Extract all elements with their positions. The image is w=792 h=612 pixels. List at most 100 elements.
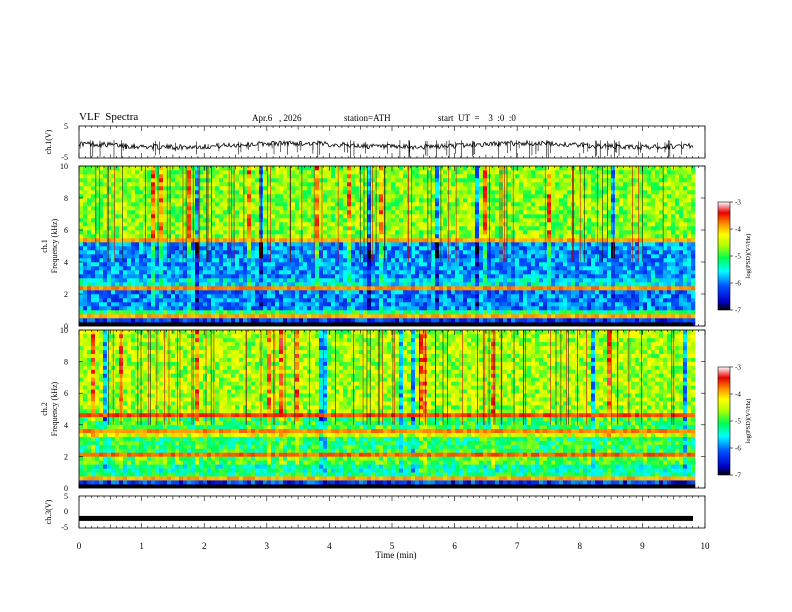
spectrogram-cell bbox=[191, 262, 196, 267]
spectrogram-cell bbox=[411, 258, 416, 263]
spectrogram-cell bbox=[535, 246, 540, 251]
spectrogram-cell bbox=[459, 206, 464, 211]
spectrogram-cell bbox=[515, 178, 520, 183]
spectrogram-cell bbox=[119, 230, 124, 235]
spectrogram-cell bbox=[167, 222, 172, 227]
spectrogram-cell bbox=[195, 246, 200, 251]
spectrogram-cell bbox=[379, 254, 384, 259]
spectrogram-cell bbox=[231, 282, 236, 287]
spectrogram-cell bbox=[471, 226, 476, 231]
spectrogram-cell bbox=[203, 254, 208, 259]
spectrogram-cell bbox=[279, 238, 284, 243]
spectrogram-cell bbox=[315, 226, 320, 231]
spectrogram-cell bbox=[375, 206, 380, 211]
spectrogram-cell bbox=[159, 178, 164, 183]
spectrogram-cell bbox=[407, 254, 412, 259]
spectrogram-cell bbox=[543, 318, 548, 323]
spectrogram-cell bbox=[199, 270, 204, 275]
spectrogram-cell bbox=[291, 198, 296, 203]
spectrogram-cell bbox=[251, 286, 256, 291]
spectrogram-cell bbox=[463, 318, 468, 323]
spectrogram-cell bbox=[423, 278, 428, 283]
spectrogram-cell bbox=[403, 266, 408, 271]
spectrogram-cell bbox=[79, 266, 84, 271]
spectrogram-cell bbox=[519, 206, 524, 211]
spectrogram-cell bbox=[511, 318, 516, 323]
spectrogram-cell bbox=[163, 206, 168, 211]
spectrogram-cell bbox=[91, 178, 96, 183]
spectrogram-cell bbox=[483, 198, 488, 203]
spectrogram-cell bbox=[211, 206, 216, 211]
spectrogram-cell bbox=[215, 218, 220, 223]
spectrogram-cell bbox=[247, 286, 252, 291]
spectrogram-cell bbox=[479, 306, 484, 311]
spectrogram-cell bbox=[91, 278, 96, 283]
spectrogram-cell bbox=[111, 198, 116, 203]
spectrogram-cell bbox=[107, 206, 112, 211]
spectrogram-cell bbox=[447, 242, 452, 247]
spectrogram-cell bbox=[127, 290, 132, 295]
spectrogram-cell bbox=[535, 310, 540, 315]
spectrogram-cell bbox=[167, 262, 172, 267]
spectrogram-cell bbox=[307, 218, 312, 223]
spectrogram-cell bbox=[443, 202, 448, 207]
spectrogram-cell bbox=[459, 306, 464, 311]
spectrogram-cell bbox=[235, 186, 240, 191]
spectrogram-cell bbox=[227, 282, 232, 287]
spectrogram-cell bbox=[219, 210, 224, 215]
spectrogram-cell bbox=[139, 214, 144, 219]
spectrogram-cell bbox=[195, 170, 200, 175]
spectrogram-cell bbox=[79, 178, 84, 183]
spectrogram-cell bbox=[507, 286, 512, 291]
spectrogram-cell bbox=[251, 246, 256, 251]
spectrogram-cell bbox=[91, 214, 96, 219]
spectrogram-cell bbox=[407, 314, 412, 319]
spectrogram-cell bbox=[367, 214, 372, 219]
spectrogram-cell bbox=[335, 166, 340, 171]
spectrogram-cell bbox=[251, 310, 256, 315]
spectrogram-cell bbox=[443, 238, 448, 243]
spectrogram-cell bbox=[539, 286, 544, 291]
spectrogram-cell bbox=[507, 314, 512, 319]
spectrogram-cell bbox=[235, 302, 240, 307]
spectrogram-cell bbox=[99, 186, 104, 191]
spectrogram-cell bbox=[391, 254, 396, 259]
spectrogram-cell bbox=[439, 274, 444, 279]
spectrogram-cell bbox=[263, 242, 268, 247]
spectrogram-cell bbox=[159, 250, 164, 255]
spectrogram-cell bbox=[491, 266, 496, 271]
spectrogram-cell bbox=[331, 178, 336, 183]
spectrogram-cell bbox=[151, 186, 156, 191]
spectrogram-cell bbox=[499, 190, 504, 195]
spectrogram-cell bbox=[235, 294, 240, 299]
spectrogram-cell bbox=[223, 186, 228, 191]
spectrogram-cell bbox=[187, 258, 192, 263]
spectrogram-cell bbox=[171, 282, 176, 287]
spectrogram-cell bbox=[95, 258, 100, 263]
spectrogram-cell bbox=[243, 266, 248, 271]
spectrogram-cell bbox=[339, 198, 344, 203]
spectrogram-cell bbox=[183, 242, 188, 247]
spectrogram-cell bbox=[447, 206, 452, 211]
spectrogram-cell bbox=[515, 170, 520, 175]
spectrogram-cell bbox=[355, 306, 360, 311]
spectrogram-cell bbox=[339, 238, 344, 243]
spectrogram-cell bbox=[375, 294, 380, 299]
spectrogram-cell bbox=[495, 318, 500, 323]
spectrogram-cell bbox=[431, 310, 436, 315]
spectrogram-cell bbox=[367, 218, 372, 223]
spectrogram-cell bbox=[115, 246, 120, 251]
spectrogram-cell bbox=[467, 238, 472, 243]
spectrogram-cell bbox=[295, 286, 300, 291]
spectrogram-cell bbox=[215, 214, 220, 219]
spectrogram-cell bbox=[271, 174, 276, 179]
spectrogram-cell bbox=[215, 170, 220, 175]
spectrogram-cell bbox=[323, 166, 328, 171]
spectrogram-cell bbox=[151, 294, 156, 299]
spectrogram-cell bbox=[331, 282, 336, 287]
spectrogram-cell bbox=[283, 234, 288, 239]
spectrogram-cell bbox=[159, 238, 164, 243]
spectrogram-cell bbox=[303, 258, 308, 263]
spectrogram-cell bbox=[511, 310, 516, 315]
spectrogram-cell bbox=[391, 206, 396, 211]
